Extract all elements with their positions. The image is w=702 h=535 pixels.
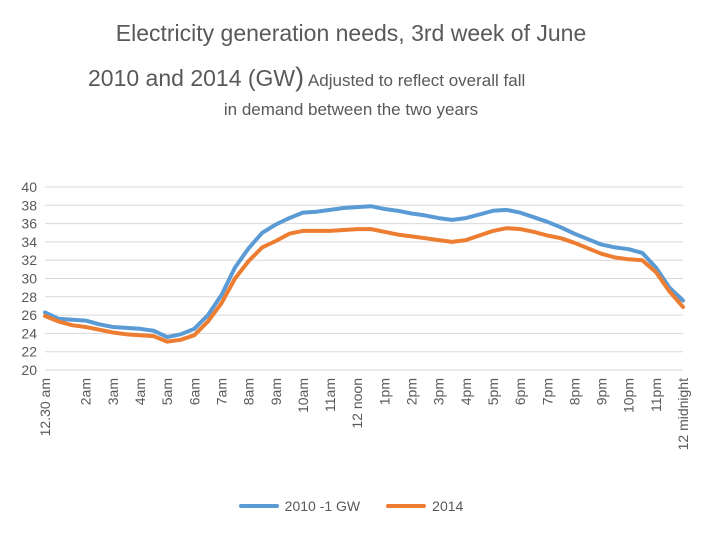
legend-item-2014: 2014: [386, 498, 463, 514]
y-axis-ticks: 20 22 24 26 28 30 32 34 36 38 40: [21, 179, 37, 378]
chart-title: Electricity generation needs, 3rd week o…: [0, 0, 702, 130]
legend: 2010 -1 GW 2014: [0, 495, 702, 517]
legend-label-2010: 2010 -1 GW: [284, 498, 361, 514]
y-tick-label: 24: [21, 325, 37, 341]
y-tick-label: 32: [21, 252, 37, 268]
x-tick-label: 5pm: [485, 378, 501, 405]
x-tick-label: 12 midnight: [675, 378, 691, 450]
x-tick-label: 7pm: [539, 378, 555, 405]
x-tick-label: 8am: [241, 378, 257, 405]
chart-subtitle-line2: in demand between the two years: [223, 100, 479, 119]
x-tick-label: 12.30 am: [37, 378, 53, 436]
x-tick-label: 11am: [322, 378, 338, 412]
x-tick-label: 11pm: [648, 378, 664, 412]
x-tick-label: 10pm: [621, 378, 637, 413]
x-tick-label: 9pm: [594, 378, 610, 405]
x-tick-label: 4am: [132, 378, 148, 405]
x-tick-label: 12 noon: [349, 378, 365, 429]
x-tick-label: 2am: [78, 378, 94, 405]
y-tick-label: 40: [21, 179, 37, 195]
chart-title-line2-main: 2010 and 2014 (GW: [88, 65, 296, 91]
y-tick-label: 26: [21, 307, 37, 323]
legend-swatch-2014: [386, 504, 427, 508]
x-tick-label: 4pm: [458, 378, 474, 405]
x-tick-label: 6pm: [512, 378, 528, 405]
series-line-2014: [43, 226, 685, 344]
x-tick-label: 10am: [295, 378, 311, 413]
chart-title-line1: Electricity generation needs, 3rd week o…: [115, 20, 587, 46]
y-tick-label: 22: [21, 344, 37, 360]
legend-swatch-2010: [238, 504, 279, 508]
x-tick-label: 7am: [213, 378, 229, 405]
chart-subtitle-line1: Adjusted to reflect overall fall: [304, 71, 526, 90]
x-tick-label: 2pm: [404, 378, 420, 405]
series-lines: [43, 204, 685, 344]
y-tick-label: 38: [21, 197, 37, 213]
chart-title-line2-paren: ): [295, 62, 305, 92]
x-tick-label: 6am: [186, 378, 202, 405]
x-tick-label: 3am: [105, 378, 121, 405]
series-line-2010: [43, 204, 685, 340]
y-tick-label: 20: [21, 362, 37, 378]
legend-item-2010: 2010 -1 GW: [238, 498, 361, 514]
x-tick-label: 3pm: [431, 378, 447, 405]
y-tick-label: 30: [21, 271, 37, 287]
x-tick-label: 1pm: [376, 378, 392, 405]
x-tick-label: 8pm: [566, 378, 582, 405]
y-tick-label: 34: [21, 234, 37, 250]
legend-label-2014: 2014: [432, 498, 464, 514]
y-tick-label: 28: [21, 289, 37, 305]
x-axis-ticks: 12.30 am 2am 3am 4am 5am 6am 7am 8am 9am 10am 11am…: [37, 378, 691, 450]
y-tick-label: 36: [21, 216, 37, 232]
x-tick-label: 9am: [268, 378, 284, 405]
x-tick-label: 5am: [159, 378, 175, 405]
gridlines: [45, 186, 683, 371]
chart-title-line2: 2010 and 2014 (GW) Adjusted to reflect o…: [88, 62, 525, 93]
